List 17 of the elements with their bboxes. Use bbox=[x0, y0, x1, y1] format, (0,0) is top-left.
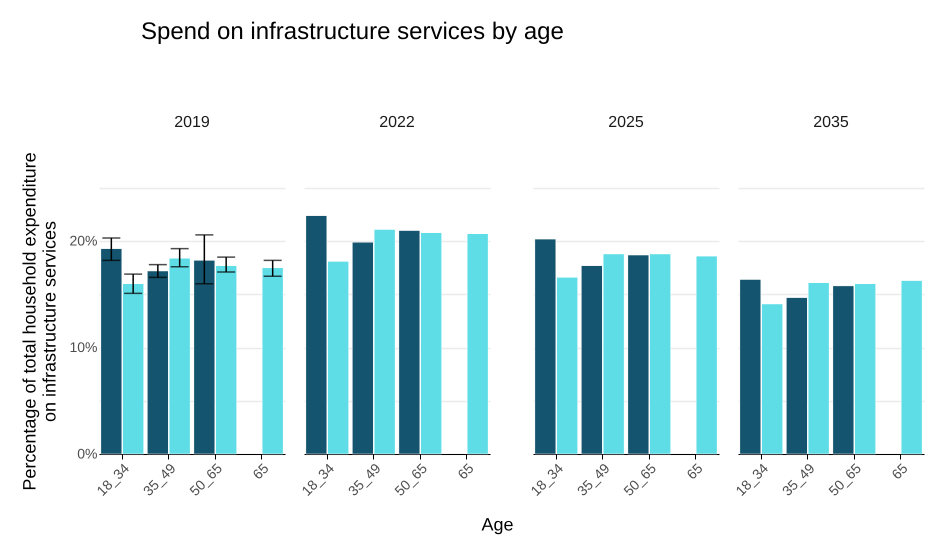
x-tick-label: 65 bbox=[683, 460, 706, 482]
y-axis-title: Percentage of total household expenditure on infrastructure services bbox=[19, 152, 60, 491]
text: Spend on infrastructure services by age bbox=[140, 18, 564, 45]
bar bbox=[696, 256, 718, 454]
y-tick-label: 20% bbox=[69, 232, 98, 249]
chart-subtitle: 2025 bbox=[608, 114, 644, 131]
chart-subtitle: 2019 bbox=[174, 114, 210, 131]
x-tick-label: 65 bbox=[249, 460, 272, 482]
x-tick-label: 65 bbox=[888, 460, 911, 482]
chart-subtitle: 2022 bbox=[379, 114, 415, 131]
y-tick-label: 10% bbox=[69, 339, 98, 356]
x-axis-title: Age bbox=[481, 514, 514, 534]
bar bbox=[900, 280, 922, 454]
chart-subtitle: 2035 bbox=[813, 114, 849, 131]
x-tick-label: 65 bbox=[454, 460, 477, 482]
y-tick-label: 0% bbox=[77, 446, 98, 462]
bar bbox=[466, 234, 488, 454]
